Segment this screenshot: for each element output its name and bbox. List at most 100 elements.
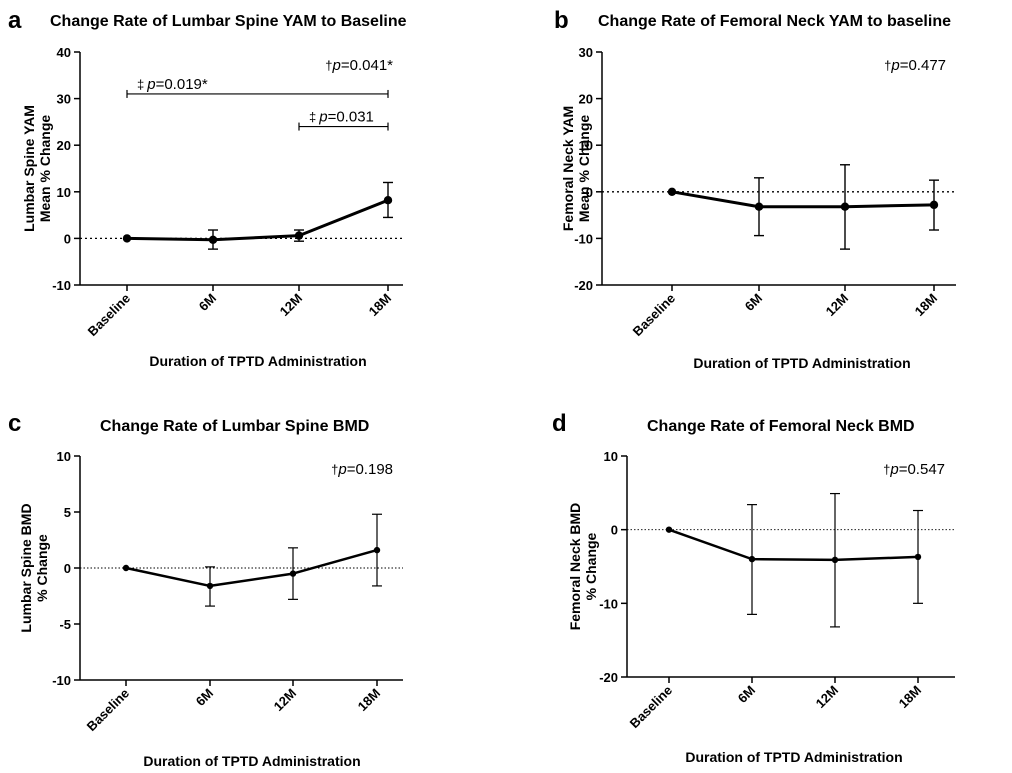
data-point [665,526,673,533]
data-point [294,231,304,240]
y-axis-label: Lumbar Spine YAM Mean % Change [21,105,53,232]
data-point [840,202,850,211]
panel-letter: d [552,410,567,437]
data-point [373,546,381,554]
bracket-p-value: ‡ p=0.019* [137,76,208,93]
p-value-annotation: †p=0.041* [325,57,393,74]
chart-title: Change Rate of Lumbar Spine BMD [100,418,369,435]
p-value-symbol: † [884,58,891,73]
chart-c-svg: c Change Rate of Lumbar Spine BMD Lumbar S… [8,410,403,769]
y-tick-label: -10 [574,231,593,246]
y-tick-label: -20 [574,278,593,293]
x-tick-label: 12M [813,683,841,711]
series-line [126,198,389,242]
y-tick-label: -5 [59,617,71,632]
p-value-number: =0.198 [347,461,393,478]
data-point [914,553,922,561]
p-value-symbol: † [883,462,890,477]
bracket-symbol: ‡ [309,110,316,125]
p-value-number: =0.041* [341,57,393,74]
p-value-symbol: † [325,58,332,73]
y-tick-label: 10 [604,449,618,464]
series-line [668,528,919,562]
y-tick-label: 0 [64,561,71,576]
p-value-annotation: †p=0.198 [331,461,393,478]
x-tick-label: Baseline [630,291,678,339]
bracket-symbol: ‡ [137,77,144,92]
p-value-number: =0.547 [899,461,945,478]
y-tick-label: 20 [57,138,71,153]
series-line [125,548,378,588]
x-tick-label: 6M [735,683,758,706]
bracket-p-label: p [318,109,327,126]
y-tick-label: 10 [57,185,71,200]
x-axis-label: Duration of TPTD Administration [693,355,910,371]
y-tick-label: -10 [52,673,71,688]
y-tick-label: 5 [64,505,71,520]
x-tick-label: 18M [912,291,940,319]
significance-bracket: ‡ p=0.019* [126,76,389,98]
data-point [667,187,677,196]
series-line [671,190,935,209]
panel-letter: c [8,410,21,437]
chart-a-svg: a Change Rate of Lumbar Spine YAM to Base… [8,7,407,369]
chart-title: Change Rate of Femoral Neck YAM to basel… [598,13,951,30]
x-tick-label: 6M [196,291,219,314]
bracket-p-number: =0.019* [156,76,208,93]
p-value-label: p [337,461,346,478]
y-tick-label: 40 [57,45,71,60]
y-tick-label: 0 [586,185,593,200]
y-axis-label-line: Femoral Neck BMD [567,503,583,631]
bracket-p-value: ‡ p=0.031 [309,109,374,126]
y-tick-label: 0 [611,523,618,538]
y-axis-label: Femoral Neck BMD% Change [567,503,599,631]
chart-title: Change Rate of Femoral Neck BMD [647,418,915,435]
x-tick-label: 12M [271,686,299,714]
significance-bracket: ‡ p=0.031 [298,109,389,131]
p-value-number: =0.477 [900,57,946,74]
y-axis-label-line: Femoral Neck YAM [560,106,576,231]
x-tick-label: 12M [823,291,851,319]
y-axis-label-line: % Change [34,534,50,602]
y-axis-label-line: Lumbar Spine BMD [18,503,34,632]
chart-title: Change Rate of Lumbar Spine YAM to Basel… [50,13,407,30]
panel-letter: a [8,7,22,34]
data-point [122,564,130,572]
chart-panel-a: a Change Rate of Lumbar Spine YAM to Base… [0,0,506,386]
chart-b-svg: b Change Rate of Femoral Neck YAM to base… [554,7,956,371]
y-tick-label: -10 [599,596,618,611]
y-tick-label: 30 [57,92,71,107]
bracket-p-label: p [146,76,155,93]
y-axis-label-line: Mean % Change [37,115,53,223]
x-tick-label: 6M [193,686,216,709]
data-point [929,200,939,210]
data-point [206,582,214,590]
y-axis-label: Femoral Neck YAM Mean % Change [560,106,592,231]
y-tick-label: -10 [52,278,71,293]
x-tick-label: Baseline [84,686,132,734]
p-value-annotation: †p=0.477 [884,57,946,74]
x-axis-label: Duration of TPTD Administration [685,749,902,765]
y-axis-label-line: % Change [583,532,599,600]
p-value-label: p [890,57,899,74]
y-tick-label: -20 [599,670,618,685]
x-axis-label: Duration of TPTD Administration [149,353,366,369]
data-point [208,235,218,244]
p-value-symbol: † [331,462,338,477]
x-tick-label: 12M [277,291,305,319]
data-point [383,195,393,205]
x-axis-label: Duration of TPTD Administration [143,753,360,769]
data-point [831,556,839,564]
chart-panel-d: d Change Rate of Femoral Neck BMD Femoral … [552,405,1012,773]
y-tick-label: 30 [579,45,593,60]
data-point [754,202,764,211]
data-point [122,234,132,243]
bracket-p-number: =0.031 [328,109,374,126]
p-value-annotation: †p=0.547 [883,461,945,478]
x-tick-label: 6M [742,291,765,314]
p-value-label: p [332,57,341,74]
x-tick-label: 18M [355,686,383,714]
p-value-label: p [889,461,898,478]
chart-panel-c: c Change Rate of Lumbar Spine BMD Lumbar S… [0,405,506,773]
y-axis-label-line: Lumbar Spine YAM [21,105,37,232]
